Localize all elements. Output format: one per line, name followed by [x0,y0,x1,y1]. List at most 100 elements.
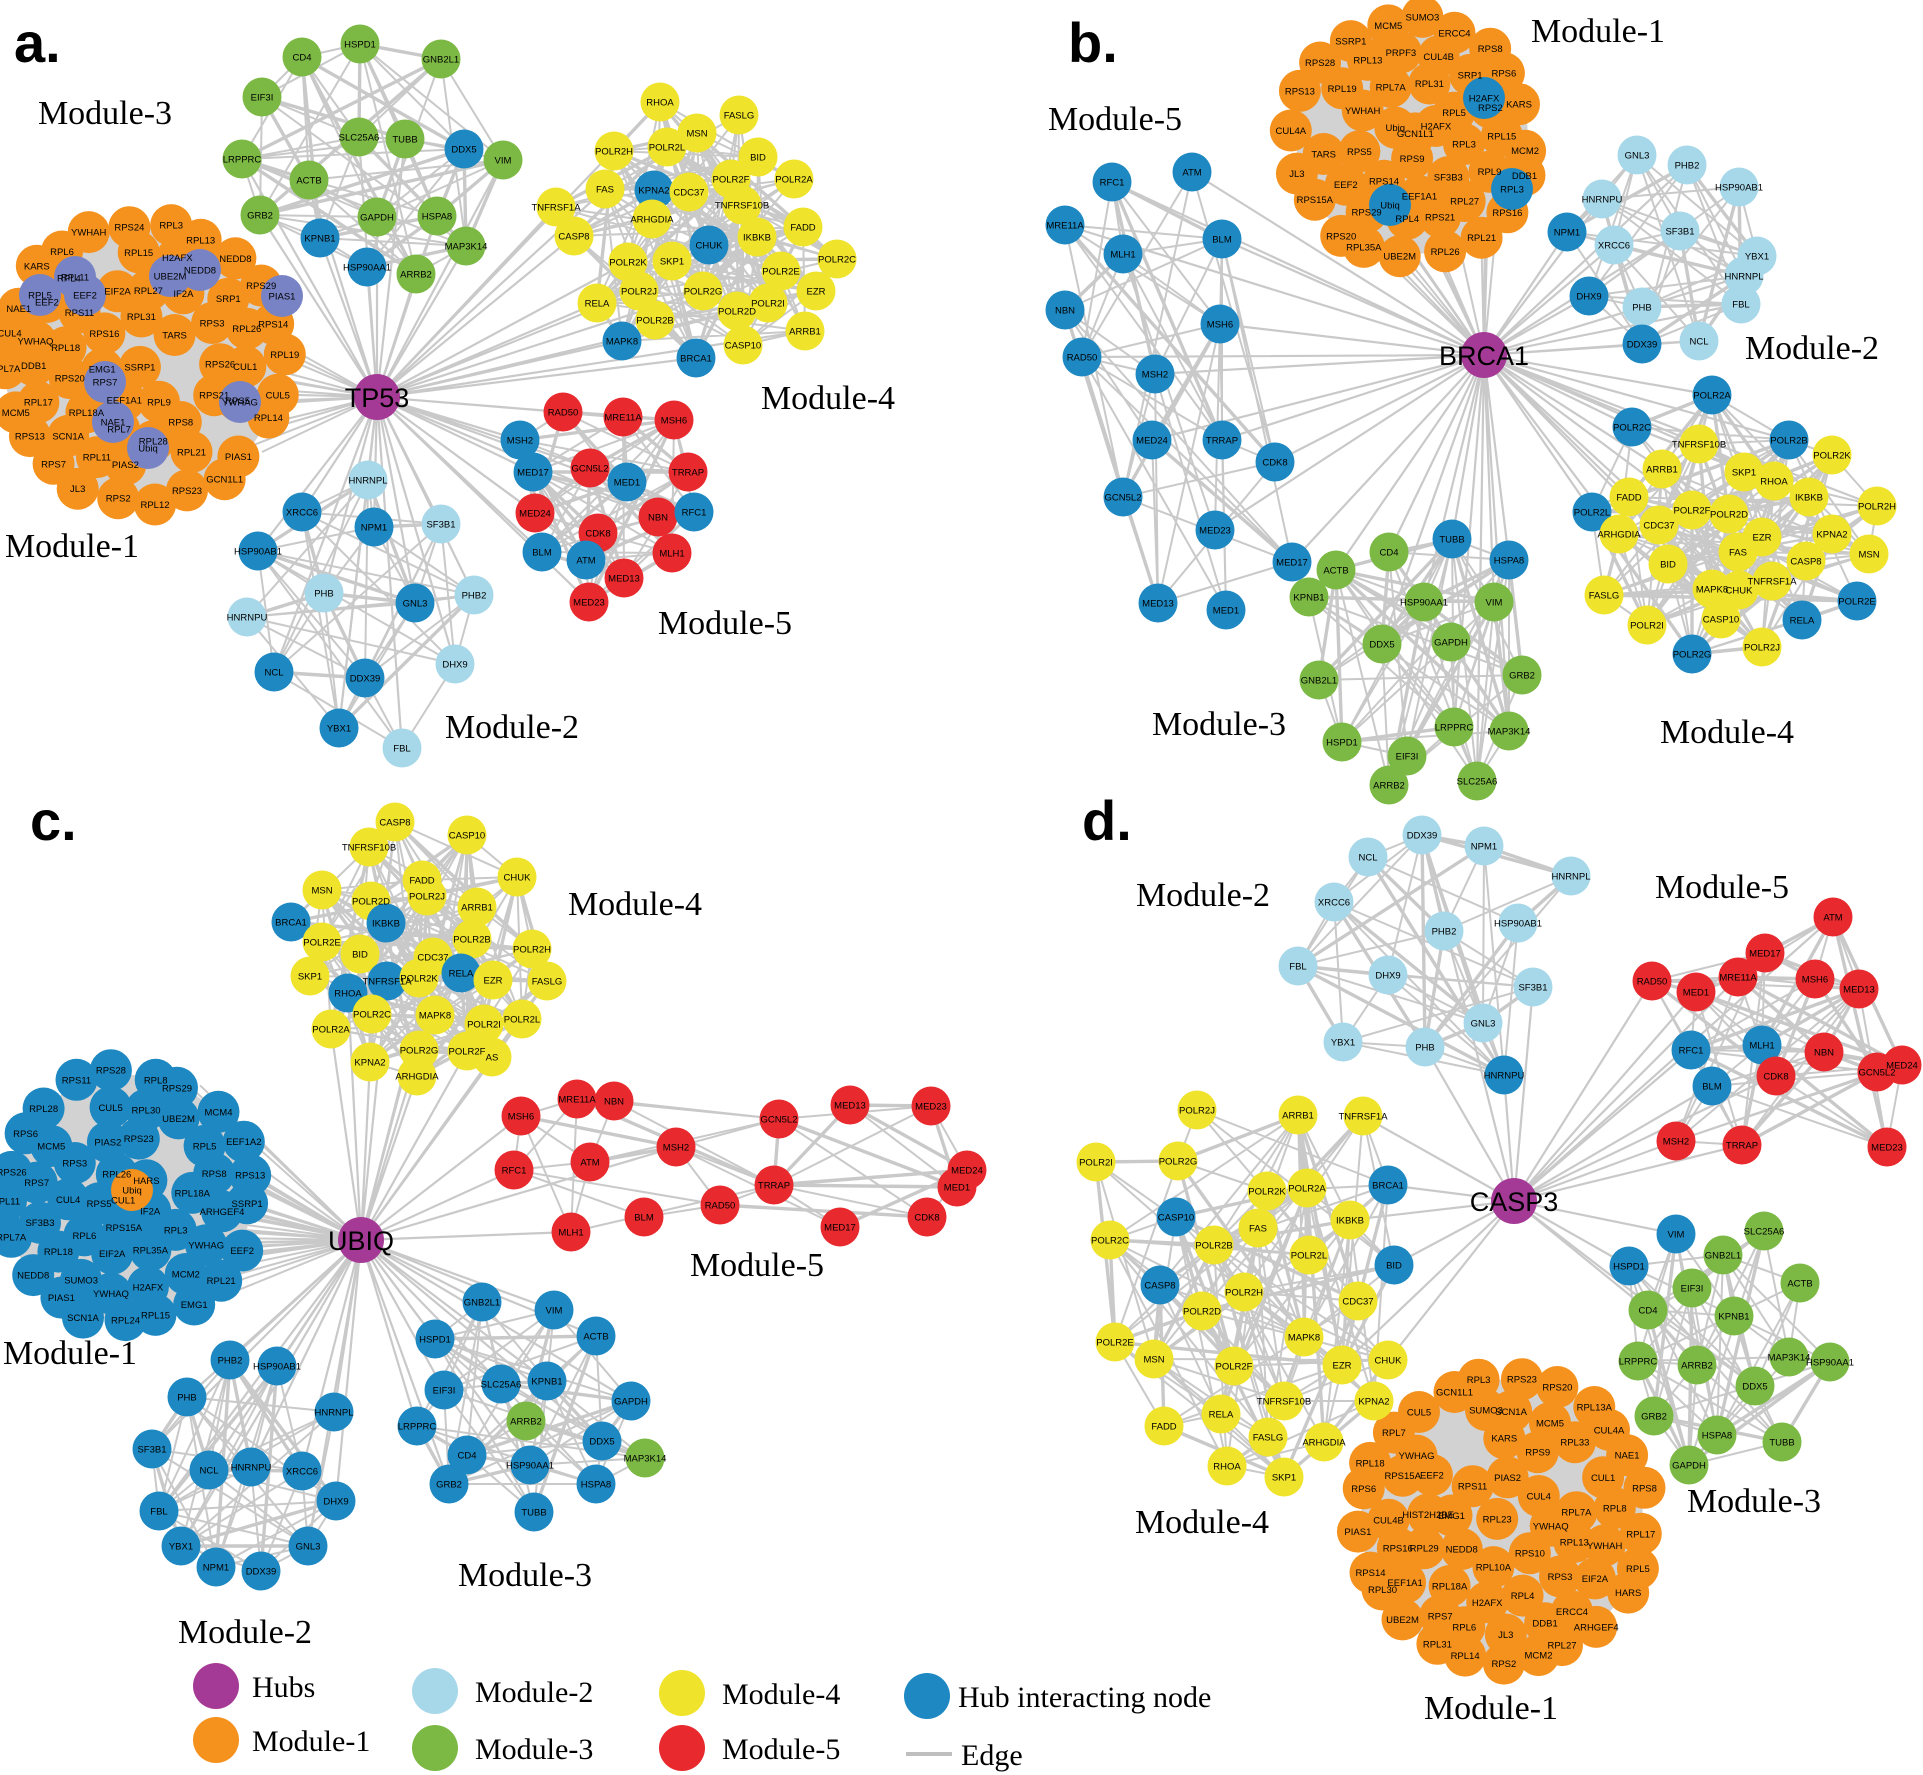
svg-text:EIF2A: EIF2A [99,1249,126,1260]
svg-text:HNRNPL: HNRNPL [1724,272,1763,283]
svg-text:CDC37: CDC37 [1643,521,1674,532]
svg-text:HSP90AB1: HSP90AB1 [253,1362,301,1373]
svg-text:Hubs: Hubs [252,1671,315,1704]
svg-text:NPM1: NPM1 [361,523,387,534]
svg-text:POLR2E: POLR2E [1096,1338,1134,1349]
svg-text:RPL11: RPL11 [83,453,111,464]
svg-text:RPS14: RPS14 [1355,1568,1385,1579]
svg-text:BRCA1: BRCA1 [680,354,712,365]
svg-text:RPS5: RPS5 [1347,147,1372,158]
svg-text:RHOA: RHOA [334,989,362,1000]
svg-text:Module-1: Module-1 [252,1725,370,1758]
svg-text:SKP1: SKP1 [660,257,684,268]
svg-text:FADD: FADD [1151,1422,1176,1433]
svg-text:HNRNPL: HNRNPL [314,1408,353,1419]
svg-text:CUL1: CUL1 [1591,1473,1615,1484]
svg-text:CUL5: CUL5 [98,1103,122,1114]
svg-text:GCN5L2: GCN5L2 [1105,493,1142,504]
svg-text:POLR2H: POLR2H [513,945,551,956]
svg-text:MLH1: MLH1 [659,549,684,560]
svg-text:RPS7: RPS7 [41,459,66,470]
svg-text:GNL3: GNL3 [1471,1019,1496,1030]
svg-text:GCN5L2: GCN5L2 [1859,1068,1896,1079]
svg-text:MRE11A: MRE11A [604,413,642,424]
svg-text:GCN1L1: GCN1L1 [1436,1388,1473,1399]
svg-text:POLR2F: POLR2F [1674,506,1711,517]
svg-text:BRCA1: BRCA1 [1439,341,1529,371]
svg-text:RPS26: RPS26 [0,1167,27,1178]
svg-text:POLR2K: POLR2K [400,974,438,985]
svg-text:RPS3: RPS3 [200,319,225,330]
svg-text:RPL5: RPL5 [1442,108,1466,119]
svg-text:ARHGDIA: ARHGDIA [395,1072,439,1083]
svg-text:NCL: NCL [264,668,283,679]
svg-text:RPS15A: RPS15A [106,1223,143,1234]
svg-text:RPS2: RPS2 [1491,1659,1516,1670]
svg-text:KPNA2: KPNA2 [1816,530,1847,541]
svg-text:XRCC6: XRCC6 [1318,898,1350,909]
svg-text:POLR2K: POLR2K [1813,451,1851,462]
svg-text:MSH2: MSH2 [1663,1137,1689,1148]
svg-text:PHB2: PHB2 [1675,161,1700,172]
svg-text:RHOA: RHOA [1760,477,1788,488]
svg-text:Module-1: Module-1 [1424,1690,1558,1727]
svg-text:KPNA2: KPNA2 [1358,1397,1389,1408]
svg-text:LRPPRC: LRPPRC [398,1422,437,1433]
svg-text:TRRAP: TRRAP [672,468,704,479]
svg-text:CASP8: CASP8 [558,232,589,243]
svg-text:RPS29: RPS29 [246,281,276,292]
svg-text:POLR2E: POLR2E [303,938,341,949]
svg-text:RPS8: RPS8 [1478,44,1503,55]
svg-text:Module-1: Module-1 [3,1335,137,1372]
svg-text:MSN: MSN [1858,550,1879,561]
svg-text:ACTB: ACTB [1787,1279,1812,1290]
svg-text:Module-1: Module-1 [1531,13,1665,50]
svg-text:EEF1A1: EEF1A1 [107,396,142,407]
svg-text:MAP3K14: MAP3K14 [1768,1353,1811,1364]
svg-text:RELA: RELA [585,299,610,310]
svg-text:PIAS1: PIAS1 [48,1293,75,1304]
svg-text:POLR2A: POLR2A [1693,391,1731,402]
svg-text:GNB2L1: GNB2L1 [423,55,459,66]
svg-text:H2AFX: H2AFX [1469,94,1500,105]
svg-text:GNL3: GNL3 [296,1542,321,1553]
svg-text:POLR2D: POLR2D [352,897,390,908]
svg-text:RPS16: RPS16 [1383,1544,1413,1555]
svg-text:NBN: NBN [1814,1048,1834,1059]
svg-text:RPL21: RPL21 [1467,233,1496,244]
svg-text:HSPD1: HSPD1 [419,1335,451,1346]
svg-text:RPS13: RPS13 [15,432,45,443]
svg-text:EZR: EZR [807,287,826,298]
svg-text:MCM2: MCM2 [1525,1651,1553,1662]
svg-text:DDX5: DDX5 [1369,640,1394,651]
svg-text:MED1: MED1 [614,478,640,489]
svg-text:Edge: Edge [961,1739,1023,1772]
svg-text:EEF1A1: EEF1A1 [1402,192,1437,203]
svg-text:GNB2L1: GNB2L1 [464,1298,500,1309]
svg-text:FAS: FAS [1729,548,1747,559]
svg-text:DDX39: DDX39 [350,674,381,685]
svg-text:RPS20: RPS20 [1326,231,1356,242]
svg-text:Ubiq: Ubiq [138,444,158,455]
svg-text:MSH2: MSH2 [507,436,533,447]
svg-text:RPS6: RPS6 [13,1129,38,1140]
svg-text:NBN: NBN [648,513,668,524]
svg-text:POLR2L: POLR2L [1291,1251,1327,1262]
svg-text:POLR2B: POLR2B [1770,436,1808,447]
svg-text:MED17: MED17 [1749,949,1781,960]
svg-text:POLR2B: POLR2B [1195,1241,1233,1252]
svg-text:POLR2D: POLR2D [1183,1307,1221,1318]
svg-text:GRB2: GRB2 [1641,1412,1667,1423]
svg-text:TNFRSF10B: TNFRSF10B [1257,1397,1311,1408]
svg-text:ARRB2: ARRB2 [1681,1361,1713,1372]
svg-text:RPS7: RPS7 [1428,1611,1453,1622]
svg-text:KPNA2: KPNA2 [638,186,669,197]
svg-text:SKP1: SKP1 [298,972,322,983]
svg-text:YWHAQ: YWHAQ [1533,1521,1569,1532]
svg-text:ACTB: ACTB [583,1332,608,1343]
svg-text:MSN: MSN [686,129,707,140]
svg-text:GNB2L1: GNB2L1 [1705,1251,1741,1262]
svg-text:EEF2: EEF2 [1420,1471,1444,1482]
svg-text:RPS21: RPS21 [199,391,229,402]
svg-text:EMG1: EMG1 [1438,1511,1465,1522]
